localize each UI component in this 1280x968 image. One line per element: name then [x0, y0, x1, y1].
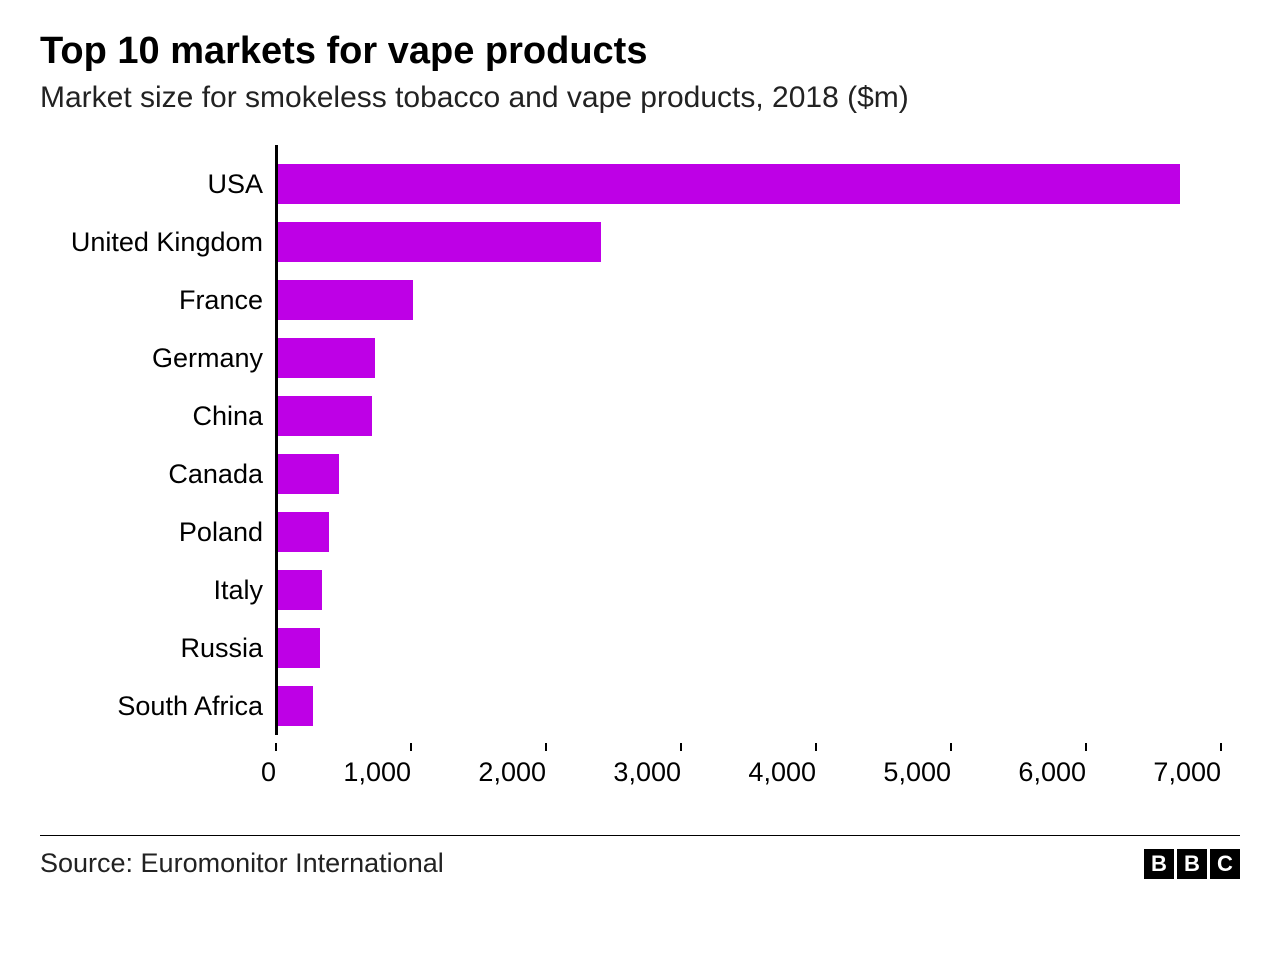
- bar-row: Germany: [278, 329, 1220, 387]
- source-text: Source: Euromonitor International: [40, 848, 444, 879]
- footer-divider: [40, 835, 1240, 836]
- bar-label: Canada: [168, 459, 263, 490]
- bar-row: Poland: [278, 503, 1220, 561]
- bar-label: China: [192, 401, 263, 432]
- x-tick: 2,000: [545, 743, 547, 757]
- bar: [278, 280, 413, 320]
- logo-letter: C: [1210, 849, 1240, 879]
- tick-mark: [545, 743, 547, 751]
- bar-label: United Kingdom: [71, 227, 263, 258]
- tick-mark: [680, 743, 682, 751]
- bar: [278, 454, 339, 494]
- x-tick: 0: [275, 743, 277, 757]
- bar: [278, 164, 1180, 204]
- bar-row: United Kingdom: [278, 213, 1220, 271]
- bar: [278, 338, 375, 378]
- tick-mark: [1220, 743, 1222, 751]
- tick-label: 4,000: [748, 757, 816, 788]
- bar-label: USA: [207, 169, 263, 200]
- chart-title: Top 10 markets for vape products: [40, 30, 1240, 73]
- x-tick: 5,000: [950, 743, 952, 757]
- bar: [278, 628, 320, 668]
- chart-subtitle: Market size for smokeless tobacco and va…: [40, 81, 1240, 115]
- bar-row: China: [278, 387, 1220, 445]
- tick-label: 0: [261, 757, 276, 788]
- bar: [278, 222, 601, 262]
- x-tick: 7,000: [1220, 743, 1222, 757]
- tick-mark: [815, 743, 817, 751]
- x-tick: 6,000: [1085, 743, 1087, 757]
- bars-container: USAUnited KingdomFranceGermanyChinaCanad…: [278, 155, 1220, 735]
- bar-row: South Africa: [278, 677, 1220, 735]
- bar-label: Russia: [180, 633, 263, 664]
- x-tick: 1,000: [410, 743, 412, 757]
- logo-letter: B: [1177, 849, 1207, 879]
- tick-label: 3,000: [613, 757, 681, 788]
- bbc-logo: B B C: [1144, 849, 1240, 879]
- tick-mark: [950, 743, 952, 751]
- logo-letter: B: [1144, 849, 1174, 879]
- tick-label: 6,000: [1018, 757, 1086, 788]
- tick-label: 1,000: [343, 757, 411, 788]
- bar: [278, 396, 372, 436]
- bar-row: Canada: [278, 445, 1220, 503]
- chart-area: USAUnited KingdomFranceGermanyChinaCanad…: [275, 145, 1220, 785]
- x-axis: 0 1,000 2,000 3,000 4,000 5,000 6,000 7,000: [275, 735, 1220, 785]
- tick-mark: [410, 743, 412, 751]
- x-tick: 3,000: [680, 743, 682, 757]
- bar: [278, 686, 313, 726]
- tick-mark: [1085, 743, 1087, 751]
- bar-row: USA: [278, 155, 1220, 213]
- bar-row: Russia: [278, 619, 1220, 677]
- tick-label: 5,000: [883, 757, 951, 788]
- tick-label: 7,000: [1153, 757, 1221, 788]
- bar-row: France: [278, 271, 1220, 329]
- bar-label: France: [179, 285, 263, 316]
- bar: [278, 512, 329, 552]
- chart-footer: Source: Euromonitor International B B C: [40, 848, 1240, 879]
- x-tick: 4,000: [815, 743, 817, 757]
- bar-label: Italy: [213, 575, 263, 606]
- bar: [278, 570, 322, 610]
- tick-mark: [275, 743, 277, 751]
- bar-row: Italy: [278, 561, 1220, 619]
- bar-label: Poland: [179, 517, 263, 548]
- tick-label: 2,000: [478, 757, 546, 788]
- bar-label: Germany: [152, 343, 263, 374]
- bar-label: South Africa: [117, 691, 263, 722]
